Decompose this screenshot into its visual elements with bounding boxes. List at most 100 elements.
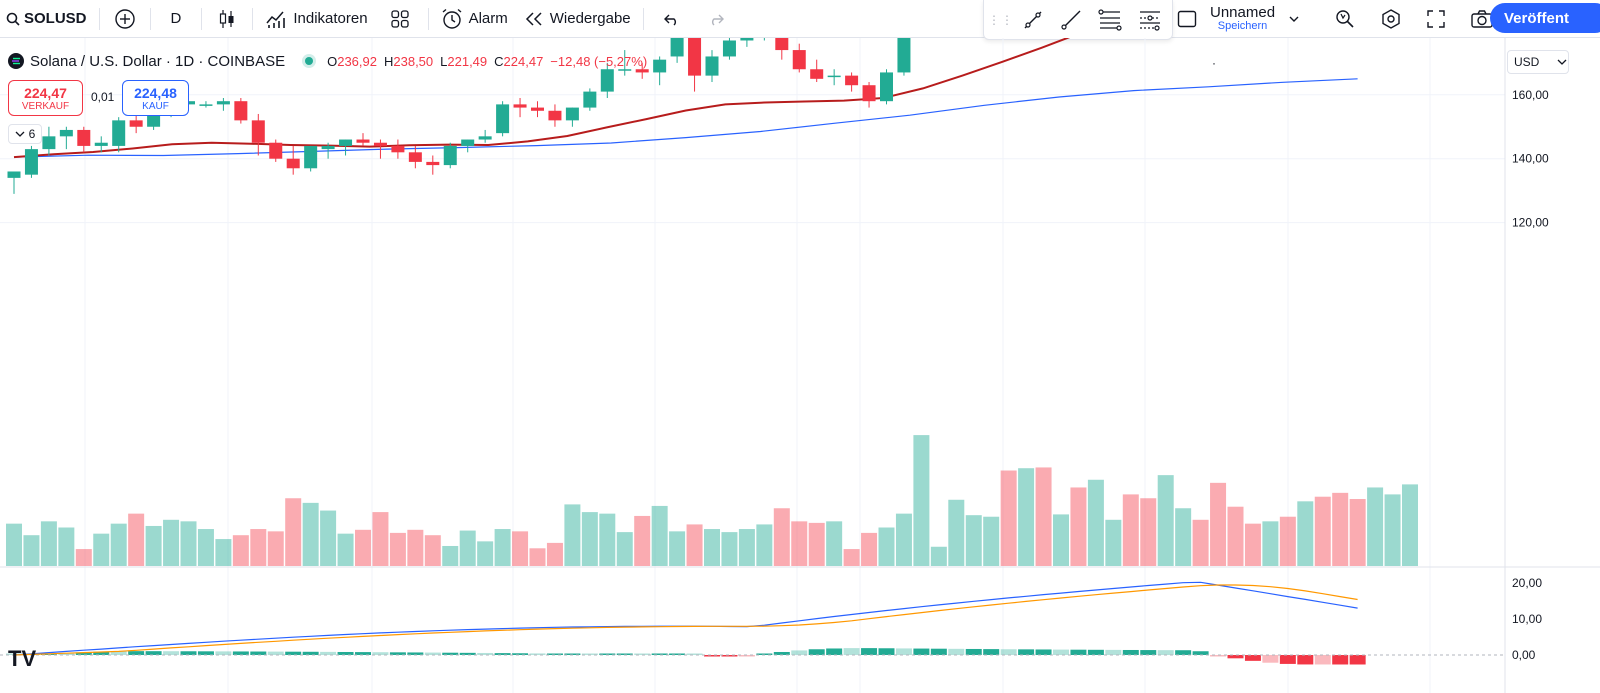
macd-histogram-bar <box>512 653 529 655</box>
symbol-label: SOLUSD <box>24 10 87 27</box>
volume-bar <box>512 531 529 566</box>
candle-body <box>600 69 614 92</box>
candle-body <box>443 145 457 166</box>
volume-bar <box>355 529 371 566</box>
macd-histogram-bar <box>1070 649 1087 655</box>
macd-histogram-bar <box>372 652 389 655</box>
volume-bar <box>686 524 703 566</box>
symbol-search-button[interactable]: SOLUSD <box>0 0 95 38</box>
price-axis[interactable]: 260,00240,00220,00200,00180,00160,00140,… <box>8 38 1568 671</box>
settings-icon <box>1382 9 1400 29</box>
volume-bar <box>1175 508 1192 566</box>
macd-histogram-bar <box>93 651 110 655</box>
macd-histogram-bar <box>6 653 22 655</box>
macd-histogram-bar <box>459 652 476 655</box>
macd-histogram-bar <box>564 653 581 655</box>
layouts-button[interactable] <box>376 0 424 38</box>
volume-bar <box>634 515 651 566</box>
trendline-tool-button[interactable] <box>1014 1 1052 39</box>
spread-value: 0,01 <box>91 90 115 104</box>
volume-bar <box>791 521 808 566</box>
volume-bar <box>704 529 720 566</box>
redo-icon <box>711 14 724 26</box>
chart-type-button[interactable] <box>206 0 248 38</box>
volume-bar <box>424 535 441 566</box>
macd-histogram-bar <box>1279 655 1296 664</box>
candle-body <box>251 120 265 143</box>
candle-body <box>722 40 736 57</box>
marker-dot: · <box>1212 56 1216 70</box>
volume-bar <box>215 539 232 566</box>
volume-bar <box>372 512 389 566</box>
high-label: H <box>383 53 394 69</box>
compare-symbol-button[interactable] <box>104 0 146 38</box>
fib-channel-tool-button[interactable] <box>1130 1 1170 39</box>
fib-retracement-tool-button[interactable] <box>1090 1 1130 39</box>
chevron-down-icon[interactable] <box>1287 12 1301 26</box>
layout-name-button[interactable]: Unnamed Speichern <box>1210 5 1275 32</box>
volume-bar <box>773 508 790 566</box>
volume-bar <box>1227 506 1244 566</box>
open-label: O <box>327 53 338 69</box>
solana-logo-icon <box>8 53 24 69</box>
candle-body <box>373 142 387 146</box>
sell-price: 224,47 <box>24 84 67 101</box>
rectangle-icon[interactable] <box>1176 8 1198 30</box>
volume-bar <box>1157 475 1174 566</box>
layout-save-link[interactable]: Speichern <box>1217 20 1268 33</box>
interval-button[interactable]: D <box>155 0 198 38</box>
volume-bar <box>93 533 110 566</box>
chart-canvas[interactable]: 260,00240,00220,00200,00180,00160,00140,… <box>0 38 1600 693</box>
moving-average-long <box>13 78 1358 158</box>
undo-icon <box>663 14 676 26</box>
volume-bar <box>1087 479 1104 566</box>
macd-histogram-bar <box>704 655 720 657</box>
macd-histogram-bar <box>494 653 511 655</box>
open-value: 236,92 <box>337 53 377 69</box>
favorite-drawing-tools: ⋮⋮ <box>983 0 1173 40</box>
buy-button[interactable]: 224,48 KAUF <box>122 80 189 116</box>
fullscreen-button[interactable] <box>1414 0 1458 38</box>
indicators-icon <box>266 11 286 28</box>
redo-button[interactable] <box>694 0 740 38</box>
candle-body <box>583 91 597 108</box>
candle-body <box>775 38 789 51</box>
low-label: L <box>440 53 448 69</box>
macd-histogram-bar <box>756 653 773 655</box>
currency-select[interactable]: USD <box>1507 50 1569 74</box>
undo-button[interactable] <box>648 0 694 38</box>
sell-button[interactable]: 224,47 VERKAUF <box>8 80 83 116</box>
candle-body <box>59 129 73 137</box>
price-tick-label: 120,00 <box>1512 216 1549 230</box>
macd-histogram-bar <box>1087 649 1104 655</box>
publish-button[interactable]: Veröffent <box>1490 3 1600 33</box>
macd-histogram-bar <box>1210 655 1227 657</box>
drag-handle[interactable]: ⋮⋮ <box>988 12 1014 27</box>
volume-bar <box>861 532 878 566</box>
ray-tool-button[interactable] <box>1052 1 1090 39</box>
publish-label: Veröffent <box>1504 9 1570 27</box>
macd-histogram-bar <box>773 651 790 655</box>
candle-body <box>321 145 335 150</box>
volume-bar <box>895 513 912 566</box>
settings-button[interactable] <box>1368 0 1414 38</box>
macd-histogram-bar <box>407 652 424 655</box>
indicators-collapse-button[interactable]: 6 <box>8 124 42 144</box>
toolbar-divider <box>252 7 254 30</box>
indicators-button[interactable]: Indikatoren <box>257 0 375 38</box>
quick-search-button[interactable] <box>1322 0 1368 38</box>
close-value: 224,47 <box>503 53 544 69</box>
volume-bar <box>983 516 1000 566</box>
volume-bar <box>6 523 22 566</box>
replay-button[interactable]: Wiedergabe <box>516 0 639 38</box>
macd-histogram-bar <box>651 653 668 655</box>
price-tick-label: 160,00 <box>1512 88 1549 102</box>
volume-bar <box>23 535 40 566</box>
alarm-button[interactable]: Alarm <box>433 0 516 38</box>
market-open-indicator <box>305 57 314 65</box>
volume-bar <box>843 549 860 566</box>
chevron-down-icon <box>15 131 25 137</box>
macd-histogram-bar <box>669 653 686 655</box>
candle-body <box>845 75 859 86</box>
legend-title[interactable]: Solana / U.S. Dollar · 1D · COINBASE <box>30 52 286 70</box>
